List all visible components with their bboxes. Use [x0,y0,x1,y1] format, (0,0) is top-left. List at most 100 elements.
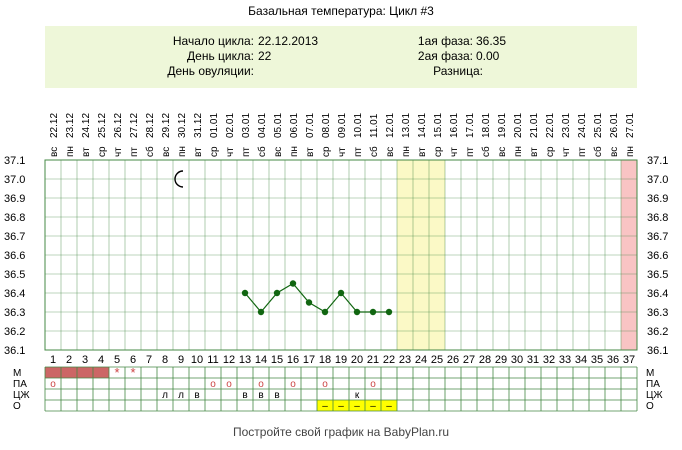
temperature-point[interactable] [337,289,345,297]
weekday-label: вс [273,147,284,157]
difference-label: Разница: [433,64,483,78]
weekday-label: вт [305,147,316,157]
date-label: 30.12 [177,113,188,138]
day-number-label: 32 [543,354,555,366]
info-panel [45,26,637,88]
date-label: 27.12 [129,113,140,138]
weekday-label: вс [385,147,396,157]
y-tick-label-left: 36.8 [4,212,25,224]
date-label: 01.01 [209,113,220,138]
pa-mark: o [290,379,296,390]
o-cell [365,400,381,411]
date-label: 25.12 [97,113,108,138]
day-number-label: 37 [623,354,635,366]
date-label: 15.01 [433,113,444,138]
cz-mark: в [274,390,279,401]
y-tick-label-left: 36.7 [4,231,25,243]
weekday-label: ср [209,146,220,157]
weekday-label: чт [561,147,572,157]
pa-mark: o [210,379,216,390]
day-number-label: 3 [82,354,88,366]
temperature-point[interactable] [321,308,329,316]
date-label: 21.01 [529,113,540,138]
pa-mark: o [370,379,376,390]
cycle-start-value: 22.12.2013 [258,34,318,48]
y-tick-label-right: 36.2 [647,326,668,338]
temperature-point[interactable] [369,308,377,316]
date-label: 22.01 [545,113,556,138]
weekday-label: вс [609,147,620,157]
date-label: 23.12 [65,113,76,138]
weekday-label: вт [81,147,92,157]
day-number-label: 17 [303,354,315,366]
weekday-label: вт [193,147,204,157]
weekday-label: пн [513,146,524,157]
date-label: 26.01 [609,113,620,138]
weekday-label: ср [545,146,556,157]
day-number-label: 10 [191,354,203,366]
weekday-label: вт [417,147,428,157]
day-number-label: 31 [527,354,539,366]
weekday-label: пн [289,146,300,157]
pa-mark: o [226,379,232,390]
y-tick-label-right: 36.4 [647,288,668,300]
day-number-label: 13 [239,354,251,366]
day-number-label: 6 [130,354,136,366]
day-number-label: 27 [463,354,475,366]
o-cell [317,400,333,411]
day-number-label: 25 [431,354,443,366]
day-number-label: 26 [447,354,459,366]
temperature-point[interactable] [353,308,361,316]
day-number-label: 33 [559,354,571,366]
date-label: 16.01 [449,113,460,138]
day-number-label: 16 [287,354,299,366]
weekday-label: чт [113,147,124,157]
date-label: 24.01 [577,113,588,138]
date-label: 18.01 [481,113,492,138]
weekday-label: чт [449,147,460,157]
day-number-label: 2 [66,354,72,366]
date-label: 08.01 [321,113,332,138]
day-number-label: 11 [207,354,218,366]
day-number-label: 9 [178,354,184,366]
ovulation-day-label: День овуляции: [167,64,254,78]
temperature-series-line [244,282,389,313]
y-tick-label-left: 37.1 [4,155,25,167]
day-number-label: 21 [367,354,379,366]
temperature-point[interactable] [273,289,281,297]
menses-cell [61,367,77,378]
day-number-label: 5 [114,354,120,366]
weekday-label: пн [401,146,412,157]
cz-mark: л [178,390,184,401]
day-number-label: 24 [415,354,427,366]
weekday-label: сб [368,146,380,157]
temperature-point[interactable] [305,299,313,306]
date-label: 05.01 [273,113,284,138]
weekday-label: сб [592,146,604,157]
pa-mark: o [322,379,328,390]
temperature-point[interactable] [289,280,297,287]
weekday-label: пн [177,146,188,157]
y-tick-label-right: 37.0 [647,174,668,186]
moon-icon [174,170,184,188]
o-mark: – [386,401,392,412]
day-number-label: 20 [351,354,363,366]
weekday-label: ср [321,146,332,157]
date-label: 20.01 [513,113,524,138]
weekday-label: пт [241,147,252,157]
menses-cell [45,367,61,378]
date-label: 19.01 [497,113,508,138]
y-tick-label-right: 36.8 [647,212,668,224]
temperature-point[interactable] [257,308,265,316]
o-mark: – [338,401,344,412]
day-number-label: 35 [591,354,603,366]
temperature-point[interactable] [241,289,249,297]
temperature-point[interactable] [385,308,393,316]
weekday-label: вт [529,147,540,157]
date-label: 11.01 [369,113,380,138]
date-label: 24.12 [81,113,92,138]
plot-border [44,159,638,351]
menses-cell [77,367,93,378]
y-tick-label-right: 36.1 [647,345,668,357]
